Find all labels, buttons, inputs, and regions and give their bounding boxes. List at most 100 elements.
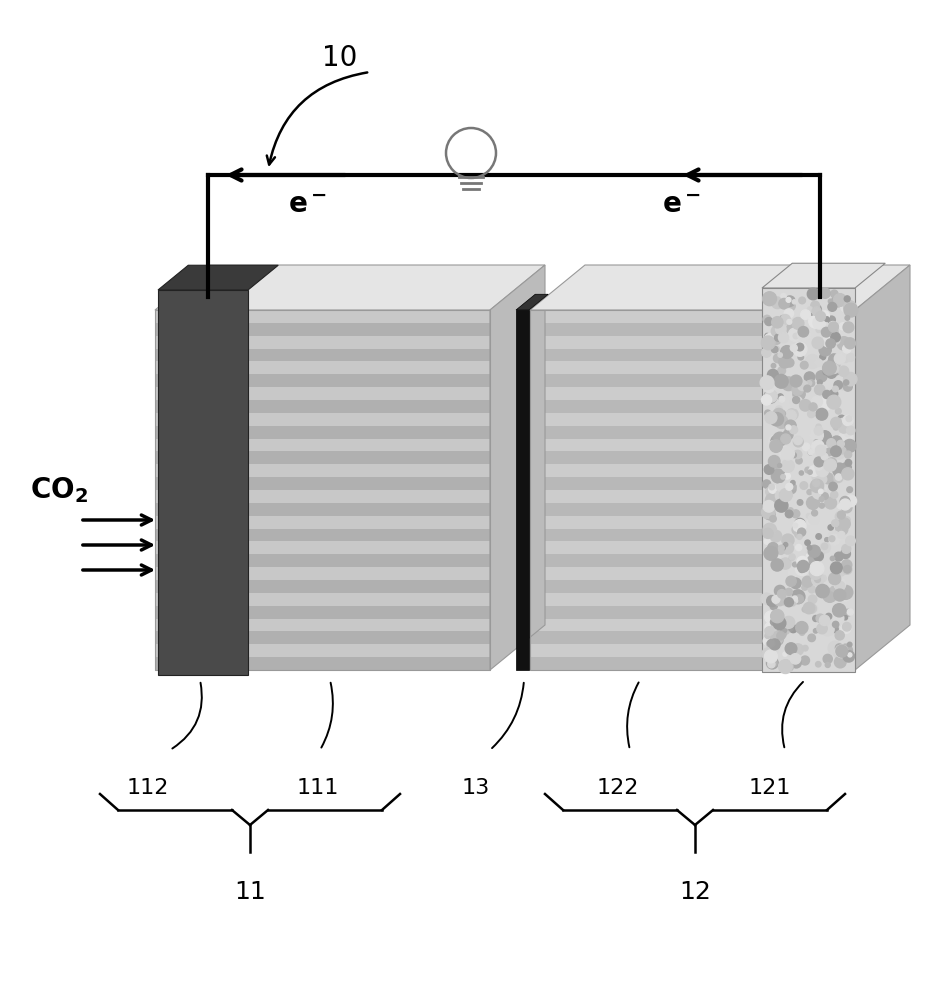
Circle shape <box>826 339 835 348</box>
Circle shape <box>837 337 851 350</box>
Circle shape <box>770 413 784 426</box>
Circle shape <box>779 410 786 417</box>
Circle shape <box>835 408 841 414</box>
Circle shape <box>835 565 846 576</box>
Circle shape <box>832 520 838 527</box>
Circle shape <box>816 534 821 539</box>
Circle shape <box>823 654 833 664</box>
Circle shape <box>835 552 843 561</box>
Circle shape <box>783 652 787 656</box>
Circle shape <box>840 496 850 506</box>
Text: 12: 12 <box>679 880 711 904</box>
Circle shape <box>766 493 779 507</box>
Circle shape <box>792 596 797 601</box>
Polygon shape <box>516 310 529 670</box>
Circle shape <box>831 290 838 297</box>
Circle shape <box>767 494 775 503</box>
Circle shape <box>816 584 829 598</box>
Circle shape <box>780 558 791 569</box>
Circle shape <box>811 301 819 310</box>
Circle shape <box>828 525 834 530</box>
Circle shape <box>764 381 775 392</box>
Circle shape <box>812 568 820 576</box>
Circle shape <box>786 510 793 518</box>
Circle shape <box>797 556 808 567</box>
Circle shape <box>808 586 816 593</box>
Text: 111: 111 <box>297 778 339 798</box>
Circle shape <box>797 534 802 539</box>
Circle shape <box>802 645 808 651</box>
Circle shape <box>800 630 804 635</box>
Circle shape <box>807 307 813 312</box>
Circle shape <box>792 598 798 603</box>
Circle shape <box>842 622 852 631</box>
Circle shape <box>839 585 852 599</box>
Circle shape <box>837 440 844 448</box>
Polygon shape <box>530 490 855 503</box>
Polygon shape <box>530 477 855 490</box>
Circle shape <box>818 380 822 385</box>
Circle shape <box>831 436 842 447</box>
Circle shape <box>786 358 794 367</box>
Circle shape <box>815 482 820 488</box>
Circle shape <box>806 549 811 554</box>
Circle shape <box>767 657 778 669</box>
Circle shape <box>807 546 812 550</box>
Circle shape <box>802 584 808 590</box>
Circle shape <box>787 508 793 513</box>
Circle shape <box>775 326 786 336</box>
Circle shape <box>762 506 775 519</box>
Circle shape <box>786 297 791 302</box>
Circle shape <box>819 485 826 492</box>
Circle shape <box>811 304 821 315</box>
Circle shape <box>816 614 824 623</box>
Circle shape <box>776 445 781 450</box>
Circle shape <box>806 497 819 509</box>
Circle shape <box>790 375 802 387</box>
Circle shape <box>781 627 786 633</box>
Circle shape <box>820 614 832 625</box>
Circle shape <box>779 356 790 368</box>
Polygon shape <box>155 426 490 439</box>
Circle shape <box>835 631 844 640</box>
Polygon shape <box>530 426 855 439</box>
Polygon shape <box>530 361 855 374</box>
Circle shape <box>829 364 838 373</box>
Polygon shape <box>155 374 490 387</box>
Circle shape <box>793 523 798 528</box>
Polygon shape <box>155 413 490 426</box>
Circle shape <box>845 459 852 466</box>
Polygon shape <box>155 529 490 541</box>
Circle shape <box>820 288 830 298</box>
Polygon shape <box>530 606 855 619</box>
Circle shape <box>775 415 788 428</box>
Circle shape <box>814 440 819 444</box>
Polygon shape <box>155 361 490 374</box>
Circle shape <box>810 562 824 576</box>
Text: 121: 121 <box>749 778 791 798</box>
Circle shape <box>798 380 808 391</box>
Circle shape <box>798 381 805 389</box>
Circle shape <box>807 604 817 613</box>
Circle shape <box>777 632 785 640</box>
Circle shape <box>829 322 837 330</box>
Circle shape <box>765 633 770 638</box>
Circle shape <box>766 487 775 496</box>
Circle shape <box>765 334 773 342</box>
Circle shape <box>763 500 774 512</box>
Circle shape <box>816 549 824 558</box>
Circle shape <box>792 384 803 395</box>
Circle shape <box>789 556 794 561</box>
Circle shape <box>783 616 795 628</box>
Circle shape <box>791 453 796 458</box>
Circle shape <box>796 458 802 464</box>
Circle shape <box>806 381 812 386</box>
Polygon shape <box>155 567 490 580</box>
Circle shape <box>812 396 822 407</box>
Circle shape <box>812 574 824 586</box>
Circle shape <box>826 371 831 375</box>
Circle shape <box>765 650 777 663</box>
Circle shape <box>809 403 817 411</box>
Polygon shape <box>530 657 855 670</box>
Circle shape <box>822 336 834 347</box>
